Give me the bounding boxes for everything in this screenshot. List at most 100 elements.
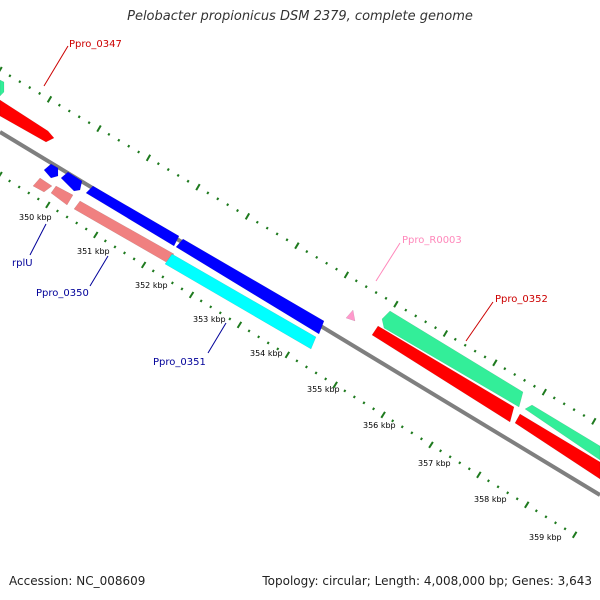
tick-label-358: 358 kbp (474, 495, 507, 504)
inner-ring-minor-tick (113, 245, 117, 249)
gene-blue-small-2-feature[interactable] (60, 171, 83, 192)
outer-ring-major-tick (541, 388, 547, 396)
outer-ring-minor-tick (186, 179, 190, 183)
inner-ring-major-tick (236, 321, 243, 329)
gene-green-edge-left-feature[interactable] (0, 79, 5, 97)
inner-ring-minor-tick (534, 509, 538, 513)
outer-ring-minor-tick (87, 121, 91, 125)
inner-ring-minor-tick (247, 329, 251, 333)
outer-ring-minor-tick (137, 150, 141, 154)
outer-dotted-ring (0, 66, 597, 425)
inner-ring-major-tick (380, 411, 386, 419)
gene-red-1-feature[interactable] (371, 325, 515, 423)
gene-ppro-0350-feature[interactable] (85, 185, 180, 247)
outer-ring-minor-tick (453, 337, 457, 341)
outer-ring-major-tick (591, 417, 597, 425)
outer-ring-major-tick (244, 212, 251, 220)
inner-ring-minor-tick (295, 359, 299, 363)
inner-ring-minor-tick (266, 341, 270, 345)
inner-ring-minor-tick (75, 221, 79, 225)
gene-ppro-0351-blue-feature[interactable] (175, 238, 325, 335)
outer-ring-minor-tick (552, 396, 556, 400)
callout-ppro-0350 (89, 255, 109, 287)
outer-ring-minor-tick (374, 291, 378, 295)
outer-ring-major-tick (195, 183, 201, 191)
outer-ring-minor-tick (424, 320, 428, 324)
outer-ring-minor-tick (463, 343, 467, 347)
inner-ring-minor-tick (563, 527, 567, 531)
inner-ring-minor-tick (352, 395, 356, 399)
callout-ppro-0352 (465, 301, 494, 342)
outer-ring-minor-tick (532, 384, 536, 388)
outer-ring-minor-tick (572, 408, 576, 412)
gene-green-right-feature[interactable] (524, 404, 600, 461)
outer-ring-minor-tick (57, 103, 61, 107)
inner-ring-minor-tick (123, 251, 126, 255)
inner-ring-minor-tick (314, 371, 318, 375)
inner-ring-minor-tick (103, 239, 107, 243)
callout-rplu (29, 223, 47, 256)
inner-ring-minor-tick (257, 335, 261, 339)
outer-ring-minor-tick (285, 238, 289, 242)
inner-ring-minor-tick (486, 479, 490, 483)
inner-ring-minor-tick (448, 455, 452, 459)
outer-ring-major-tick (393, 300, 399, 308)
gene-ppro-0352-green-feature[interactable] (381, 310, 524, 408)
label-ppro-0347[interactable]: Ppro_0347 (69, 39, 122, 50)
outer-ring-minor-tick (38, 91, 42, 95)
inner-ring-minor-tick (343, 389, 347, 393)
outer-ring-minor-tick (107, 132, 111, 136)
outer-ring-minor-tick (18, 80, 22, 84)
outer-ring-minor-tick (354, 279, 358, 283)
outer-ring-major-tick (145, 154, 152, 162)
tick-label-353: 353 kbp (193, 315, 226, 324)
label-ppro-r0003[interactable]: Ppro_R0003 (402, 235, 462, 246)
outer-ring-major-tick (96, 124, 102, 133)
outer-ring-minor-tick (236, 209, 239, 213)
outer-ring-minor-tick (8, 74, 12, 78)
outer-ring-minor-tick (265, 226, 269, 230)
gene-ppro-0347-feature[interactable] (0, 99, 55, 143)
tick-label-356: 356 kbp (363, 421, 396, 430)
inner-ring-minor-tick (276, 347, 280, 351)
outer-ring-minor-tick (28, 86, 32, 90)
inner-ring-minor-tick (218, 311, 222, 315)
gene-ppro-r0003-feature[interactable] (345, 309, 356, 322)
label-ppro-0350[interactable]: Ppro_0350 (36, 288, 89, 299)
outer-ring-minor-tick (216, 197, 220, 201)
gene-pink-2-feature[interactable] (50, 185, 74, 206)
outer-ring-minor-tick (562, 402, 566, 406)
gene-blue-small-1-feature[interactable] (43, 163, 59, 179)
inner-ring-minor-tick (506, 491, 510, 495)
tick-label-352: 352 kbp (135, 281, 168, 290)
inner-ring-minor-tick (209, 305, 213, 309)
outer-ring-minor-tick (414, 314, 418, 318)
label-rplu[interactable]: rplU (12, 258, 33, 269)
gene-rplu-feature[interactable] (32, 177, 53, 193)
gene-pink-long-feature[interactable] (73, 200, 175, 263)
gene-ppro-0351-cyan-feature[interactable] (164, 253, 317, 350)
inner-ring-minor-tick (65, 215, 69, 219)
label-ppro-0351[interactable]: Ppro_0351 (153, 357, 206, 368)
inner-ring-minor-tick (400, 425, 404, 429)
outer-ring-minor-tick (523, 378, 527, 382)
inner-ring-major-tick (332, 381, 338, 389)
callout-ppro-0351 (207, 322, 227, 354)
gene-red-2-feature[interactable] (514, 413, 600, 480)
inner-ring-minor-tick (304, 365, 308, 369)
inner-ring-minor-tick (84, 227, 88, 231)
label-ppro-0352[interactable]: Ppro_0352 (495, 294, 548, 305)
tick-label-357: 357 kbp (418, 459, 451, 468)
outer-ring-minor-tick (473, 349, 477, 353)
outer-ring-minor-tick (226, 203, 230, 207)
inner-ring-minor-tick (228, 317, 232, 321)
inner-dotted-ring (0, 171, 578, 539)
inner-ring-minor-tick (8, 179, 12, 183)
outer-ring-minor-tick (156, 162, 160, 166)
tick-label-351: 351 kbp (77, 247, 110, 256)
outer-ring-minor-tick (325, 261, 329, 265)
outer-ring-major-tick (294, 242, 300, 250)
outer-ring-minor-tick (315, 255, 319, 259)
inner-ring-minor-tick (362, 401, 366, 405)
